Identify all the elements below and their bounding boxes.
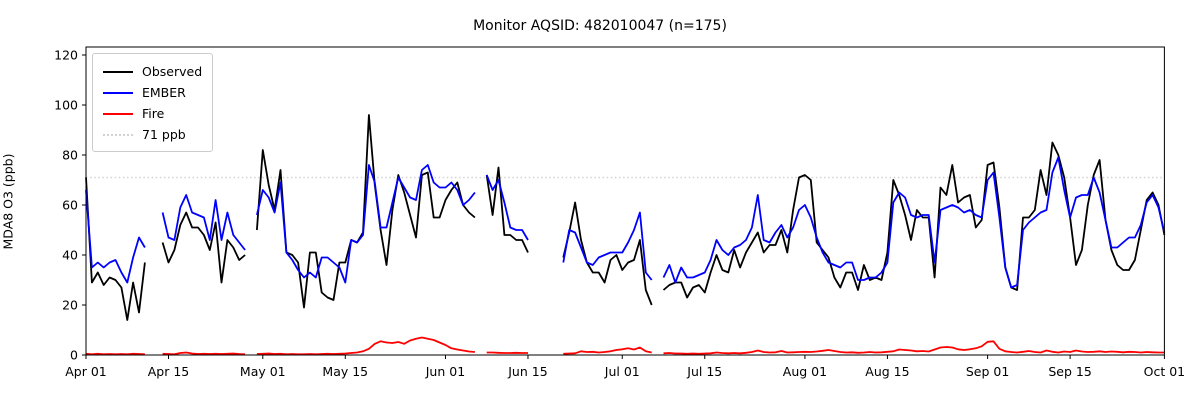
x-tick-label: Jul 01 (604, 364, 640, 379)
plot-frame (85, 46, 1165, 356)
x-tick-label: Oct 01 (1144, 364, 1186, 379)
chart-title: Monitor AQSID: 482010047 (n=175) (473, 18, 727, 34)
y-tick-label: 0 (70, 348, 78, 363)
legend-item-threshold: 71 ppb (103, 124, 202, 145)
fire-series-line (563, 346, 652, 355)
legend-item-fire: Fire (103, 103, 202, 124)
legend: Observed EMBER Fire 71 ppb (92, 53, 214, 152)
observed-series-line (256, 114, 476, 309)
fire-series-line (162, 351, 246, 356)
x-tick-label: Apr 01 (65, 364, 107, 379)
legend-item-ember: EMBER (103, 82, 202, 103)
ember-line-swatch (103, 91, 133, 94)
y-tick-label: 120 (54, 48, 78, 63)
ember-series-line (256, 164, 476, 284)
x-tick-label: May 15 (322, 364, 368, 379)
x-tick-label: Jun 01 (425, 364, 465, 379)
ember-series-line (485, 174, 529, 241)
x-tick-label: May 01 (240, 364, 286, 379)
legend-item-observed: Observed (103, 61, 202, 82)
x-tick-label: Aug 01 (783, 364, 827, 379)
x-tick-label: Aug 15 (865, 364, 909, 379)
fire-series-line (85, 352, 145, 356)
legend-label-observed: Observed (142, 64, 203, 79)
y-tick-label: 100 (54, 98, 78, 113)
observed-series-line (85, 177, 146, 321)
y-tick-label: 80 (62, 148, 78, 163)
x-tick-label: Jun 15 (507, 364, 547, 379)
observed-series-line (662, 141, 1166, 299)
x-tick-label: Apr 15 (148, 364, 190, 379)
y-axis-label: MDA8 O3 (ppb) (0, 153, 16, 250)
legend-label-ember: EMBER (142, 85, 186, 100)
x-tick-label: Jul 15 (686, 364, 722, 379)
x-tick-label: Sep 15 (1048, 364, 1091, 379)
legend-label-fire: Fire (142, 106, 165, 121)
legend-label-threshold: 71 ppb (142, 127, 186, 142)
ember-series-line (85, 189, 146, 284)
threshold-line-swatch (103, 133, 133, 136)
ember-series-line (662, 156, 1166, 289)
fire-line-swatch (103, 112, 133, 115)
observed-series-line (485, 166, 529, 253)
fire-series-line (663, 340, 1165, 355)
y-tick-label: 20 (62, 298, 78, 313)
x-tick-label: Sep 01 (966, 364, 1009, 379)
fire-series-line (486, 351, 528, 354)
observed-series-line (161, 211, 246, 284)
ember-series-line (161, 194, 246, 251)
observed-series-line (562, 201, 653, 306)
ember-series-line (562, 211, 653, 281)
observed-line-swatch (103, 70, 133, 73)
fire-series-line (256, 336, 475, 356)
y-tick-label: 60 (62, 198, 78, 213)
y-tick-label: 40 (62, 248, 78, 263)
